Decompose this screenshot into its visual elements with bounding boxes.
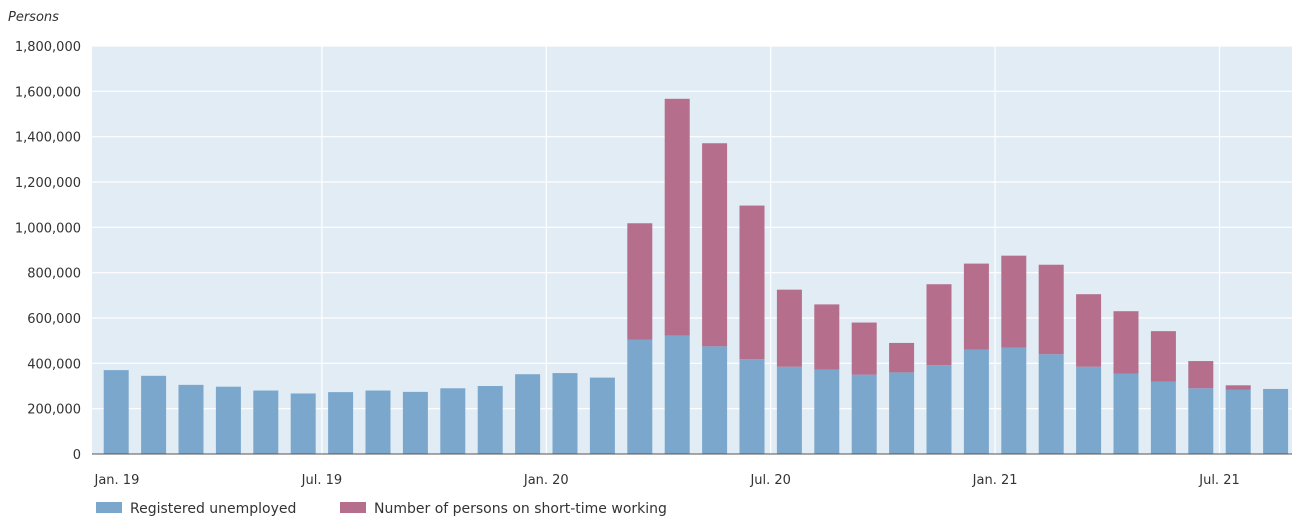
bar-registered-unemployed	[664, 335, 690, 454]
bar-short-time-working	[889, 342, 915, 373]
bar-short-time-working	[776, 289, 802, 367]
bar-registered-unemployed	[889, 372, 915, 454]
bar-registered-unemployed	[589, 377, 615, 454]
y-tick-label: 1,000,000	[15, 221, 81, 236]
bar-registered-unemployed	[552, 373, 578, 454]
y-tick-label: 1,800,000	[15, 40, 81, 55]
unit-label: Persons	[8, 10, 59, 25]
bar-short-time-working	[1001, 255, 1027, 348]
bar-registered-unemployed	[290, 393, 316, 454]
bar-registered-unemployed	[776, 366, 802, 454]
y-tick-label: 1,200,000	[15, 176, 81, 191]
bar-registered-unemployed	[1113, 373, 1139, 454]
bar-registered-unemployed	[1263, 388, 1289, 454]
bar-registered-unemployed	[253, 390, 279, 454]
y-axis-tick-labels: 0 200,000 400,000 600,000 800,000 1,000,000 1,…	[15, 40, 81, 463]
legend-swatch-registered-unemployed	[96, 502, 122, 513]
bar-registered-unemployed	[1076, 366, 1102, 454]
bar-short-time-working	[702, 143, 728, 347]
bar-short-time-working	[1188, 361, 1214, 389]
x-tick-label: Jul. 19	[301, 473, 343, 488]
grid-layer	[92, 45, 1292, 454]
y-tick-label: 800,000	[27, 267, 81, 282]
bar-short-time-working	[963, 263, 989, 350]
y-tick-label: 200,000	[27, 403, 81, 418]
bar-registered-unemployed	[702, 346, 728, 454]
bar-registered-unemployed	[1150, 381, 1176, 454]
legend: Registered unemployed Number of persons …	[96, 501, 667, 517]
bar-short-time-working	[739, 205, 765, 360]
y-tick-label: 600,000	[27, 312, 81, 327]
bar-registered-unemployed	[1225, 389, 1251, 454]
bar-registered-unemployed	[402, 391, 428, 454]
bar-registered-unemployed	[141, 375, 167, 454]
x-tick-label: Jan. 19	[94, 473, 140, 488]
bar-registered-unemployed	[328, 392, 354, 454]
bar-registered-unemployed	[627, 339, 653, 454]
bar-registered-unemployed	[515, 374, 541, 454]
bar-registered-unemployed	[851, 374, 877, 454]
bar-registered-unemployed	[1188, 388, 1214, 454]
bar-short-time-working	[1113, 311, 1139, 374]
bars	[103, 98, 1289, 454]
bar-short-time-working	[664, 98, 690, 336]
bar-registered-unemployed	[365, 390, 391, 454]
bar-short-time-working	[926, 284, 952, 366]
bar-short-time-working	[627, 223, 653, 340]
bar-registered-unemployed	[103, 370, 129, 454]
bar-registered-unemployed	[1001, 347, 1027, 454]
y-tick-label: 1,600,000	[15, 85, 81, 100]
legend-label-short-time-working: Number of persons on short-time working	[374, 501, 667, 517]
bar-short-time-working	[1038, 264, 1064, 355]
bar-registered-unemployed	[178, 384, 204, 454]
x-tick-label: Jan. 20	[523, 473, 569, 488]
bar-registered-unemployed	[477, 386, 503, 454]
bar-short-time-working	[1076, 294, 1102, 367]
x-tick-label: Jul. 20	[749, 473, 791, 488]
bar-registered-unemployed	[926, 365, 952, 454]
bar-registered-unemployed	[215, 386, 241, 454]
x-axis-tick-labels: Jan. 19 Jul. 19 Jan. 20 Jul. 20 Jan. 21 Jul. …	[94, 473, 1240, 488]
x-tick-label: Jan. 21	[972, 473, 1018, 488]
legend-label-registered-unemployed: Registered unemployed	[130, 501, 296, 517]
y-tick-label: 0	[73, 448, 81, 463]
y-tick-label: 1,400,000	[15, 131, 81, 146]
bar-registered-unemployed	[814, 369, 840, 454]
y-tick-label: 400,000	[27, 357, 81, 372]
bar-short-time-working	[814, 304, 840, 370]
bar-registered-unemployed	[1038, 354, 1064, 454]
bar-registered-unemployed	[739, 359, 765, 454]
bar-short-time-working	[1150, 331, 1176, 382]
bar-registered-unemployed	[440, 388, 466, 454]
legend-swatch-short-time-working	[340, 502, 366, 513]
bar-short-time-working	[851, 322, 877, 375]
x-tick-label: Jul. 21	[1198, 473, 1240, 488]
bar-short-time-working	[1225, 385, 1251, 390]
bar-registered-unemployed	[963, 349, 989, 454]
